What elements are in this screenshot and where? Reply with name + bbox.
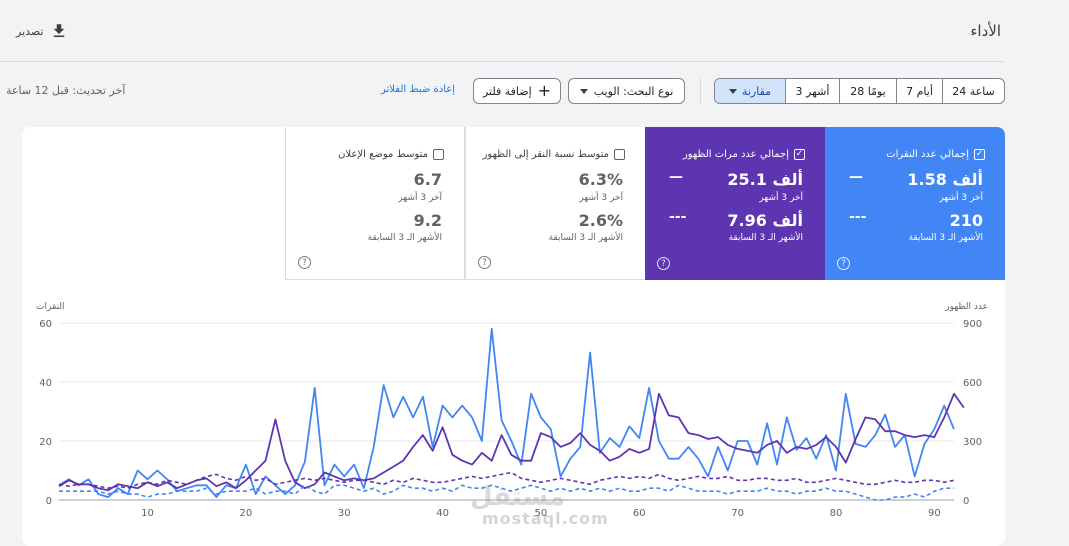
- line-legend-solid-icon: —: [849, 169, 863, 185]
- filter-bar: آخر تحديث: قبل 12 ساعة إعادة ضبط الفلاتر…: [0, 76, 1069, 106]
- performance-chart[interactable]: 0 20 40 60 0 300 600 900 10 20 30 40 50 60 70 80 90 النقر…: [22, 292, 1005, 546]
- range-3-months[interactable]: 3 أشهر: [786, 79, 840, 103]
- checkbox-checked-icon[interactable]: ✓: [974, 149, 985, 160]
- range-28-days[interactable]: 28 يومًا: [840, 79, 897, 103]
- series-line-4: [58, 471, 955, 489]
- help-icon[interactable]: ?: [478, 256, 491, 269]
- checkbox-checked-icon[interactable]: ✓: [794, 149, 805, 160]
- header-divider: [0, 61, 1005, 62]
- x-tick: 90: [928, 508, 941, 519]
- x-tick: 60: [633, 508, 646, 519]
- metric-label: إجمالي عدد النقرات: [886, 149, 969, 160]
- metric-prev-value: 7.96 ألف: [727, 211, 803, 230]
- page-title: الأداء: [970, 22, 1001, 40]
- export-label: تصدير: [16, 24, 44, 38]
- plus-icon: +: [537, 81, 552, 100]
- search-type-label: نوع البحث: الويب: [593, 84, 674, 98]
- metric-header: إجمالي عدد النقرات ✓: [886, 149, 985, 160]
- y-tick-left: 20: [39, 437, 52, 448]
- metric-period: آخر 3 أشهر: [579, 193, 623, 203]
- y-tick-right: 0: [963, 496, 969, 507]
- x-tick: 80: [830, 508, 843, 519]
- metric-prev-value: 2.6%: [578, 211, 623, 230]
- x-tick: 50: [535, 508, 548, 519]
- metric-label: إجمالي عدد مرات الظهور: [682, 149, 789, 160]
- metric-average-ctr[interactable]: متوسط نسبة النقر إلى الظهور 6.3% آخر 3 أ…: [465, 127, 645, 280]
- metric-prev-period: الأشهر الـ 3 السابقة: [908, 233, 983, 243]
- metric-header: إجمالي عدد مرات الظهور ✓: [683, 149, 805, 160]
- y-tick-right: 300: [963, 437, 982, 448]
- range-compare[interactable]: مقارنة: [715, 79, 786, 103]
- add-filter-button[interactable]: إضافة فلتر +: [473, 78, 561, 104]
- x-tick: 70: [731, 508, 744, 519]
- watermark-arabic: مستقل: [470, 482, 566, 512]
- performance-card: إجمالي عدد النقرات ✓ 1.58 ألف آخر 3 أشهر…: [22, 127, 1005, 546]
- help-icon[interactable]: ?: [657, 257, 670, 270]
- y-tick-left: 60: [39, 319, 52, 330]
- top-bar: الأداء تصدير: [0, 0, 1069, 62]
- range-7-days[interactable]: 7 أيام: [897, 79, 943, 103]
- x-tick: 20: [240, 508, 253, 519]
- metric-prev-period: الأشهر الـ 3 السابقة: [728, 233, 803, 243]
- search-type-dropdown[interactable]: نوع البحث: الويب: [568, 78, 685, 104]
- metric-average-position[interactable]: متوسط موضع الإعلان 6.7 آخر 3 أشهر 9.2 ال…: [285, 127, 465, 280]
- help-icon[interactable]: ?: [837, 257, 850, 270]
- chevron-down-icon: [579, 88, 588, 94]
- series-line-1: [58, 328, 955, 499]
- metric-period: آخر 3 أشهر: [398, 193, 442, 203]
- download-icon: [53, 24, 64, 37]
- metric-value: 6.3%: [578, 170, 623, 189]
- reset-filters-link[interactable]: إعادة ضبط الفلاتر: [381, 84, 455, 95]
- export-button[interactable]: تصدير: [16, 22, 68, 40]
- metric-value: 6.7: [413, 170, 442, 189]
- metric-header: متوسط موضع الإعلان: [338, 149, 444, 160]
- y-tick-left: 0: [46, 496, 52, 507]
- add-filter-label: إضافة فلتر: [482, 84, 532, 98]
- metric-prev-period: الأشهر الـ 3 السابقة: [548, 233, 623, 243]
- last-updated-text: آخر تحديث: قبل 12 ساعة: [6, 84, 126, 97]
- series-line-2: [58, 392, 965, 492]
- checkbox-unchecked-icon[interactable]: [614, 149, 625, 160]
- metric-label: متوسط موضع الإعلان: [338, 149, 428, 160]
- chevron-down-icon: [728, 88, 737, 94]
- metric-prev-period: الأشهر الـ 3 السابقة: [367, 233, 442, 243]
- x-tick: 40: [436, 508, 449, 519]
- y-tick-right: 600: [963, 378, 982, 389]
- range-24-hours[interactable]: 24 ساعة: [952, 84, 995, 98]
- metric-total-impressions[interactable]: إجمالي عدد مرات الظهور ✓ 25.1 ألف آخر 3 …: [645, 127, 825, 280]
- metric-period: آخر 3 أشهر: [759, 193, 803, 203]
- watermark-latin: mostaql.com: [482, 509, 609, 528]
- help-icon[interactable]: ?: [298, 256, 311, 269]
- y-tick-right: 900: [963, 319, 982, 330]
- filter-separator: [700, 78, 701, 104]
- x-tick: 10: [141, 508, 154, 519]
- y-tick-left: 40: [39, 378, 52, 389]
- range-compare-label: مقارنة: [741, 84, 772, 98]
- metric-prev-value: 9.2: [413, 211, 442, 230]
- metric-total-clicks[interactable]: إجمالي عدد النقرات ✓ 1.58 ألف آخر 3 أشهر…: [825, 127, 1005, 280]
- x-tick: 30: [338, 508, 351, 519]
- y-axis-label-left: النقرات: [36, 302, 64, 312]
- metric-period: آخر 3 أشهر: [939, 193, 983, 203]
- checkbox-unchecked-icon[interactable]: [433, 149, 444, 160]
- metric-prev-value: 210: [949, 211, 983, 230]
- metric-value: 1.58 ألف: [907, 170, 983, 189]
- line-legend-dashed-icon: ---: [849, 209, 867, 225]
- metric-value: 25.1 ألف: [727, 170, 803, 189]
- metric-label: متوسط نسبة النقر إلى الظهور: [482, 149, 609, 160]
- metric-header: متوسط نسبة النقر إلى الظهور: [483, 149, 625, 160]
- date-range-selector: مقارنة 3 أشهر 28 يومًا 7 أيام 24 ساعة: [714, 78, 1005, 104]
- line-legend-solid-icon: —: [669, 169, 683, 185]
- line-legend-dashed-icon: ---: [669, 209, 687, 225]
- y-axis-label-right: عدد الظهور: [944, 302, 988, 312]
